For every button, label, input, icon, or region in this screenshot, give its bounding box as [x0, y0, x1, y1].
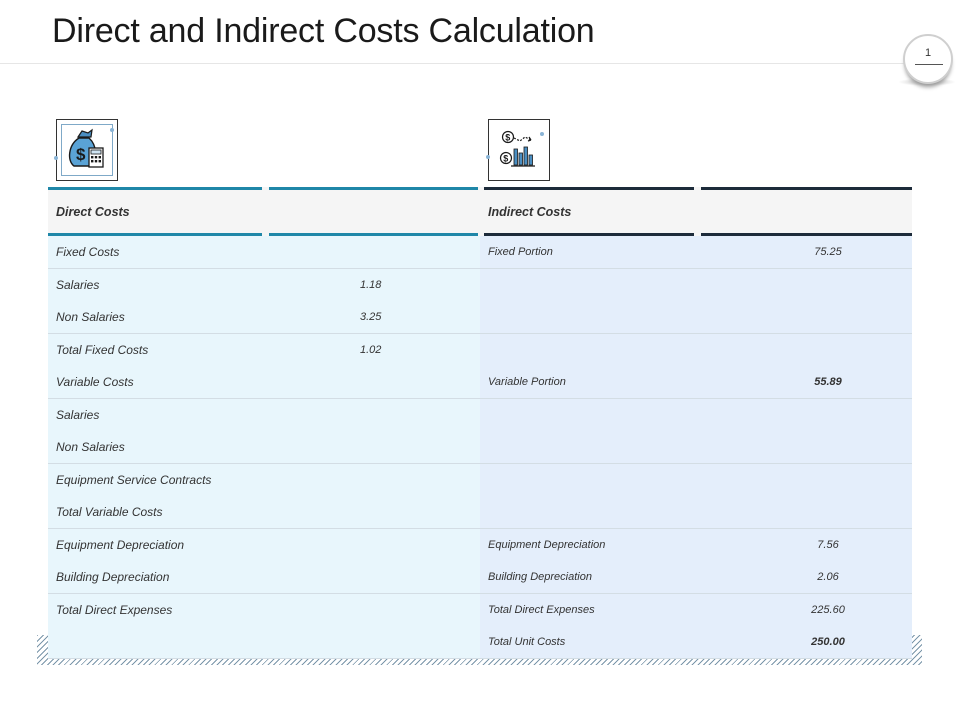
direct-cell [48, 268, 480, 302]
indirect-cell [480, 301, 912, 334]
table-row: Salaries [48, 398, 912, 432]
table-row: Salaries 1.18 [48, 268, 912, 302]
indirect-value: 7.56 [817, 538, 839, 551]
indirect-label: Total Direct Expenses [488, 603, 595, 616]
indirect-cell [480, 398, 912, 432]
indirect-cell [480, 268, 912, 302]
direct-value: 3.25 [360, 311, 382, 323]
direct-value: 1.18 [360, 278, 382, 291]
indirect-cell [480, 528, 912, 562]
direct-cell [48, 398, 480, 432]
table-row: Non Salaries [48, 431, 912, 464]
indirect-cell [480, 431, 912, 464]
indirect-cell [480, 463, 912, 497]
indirect-accent-bar [484, 187, 694, 190]
indirect-accent-bar [701, 233, 912, 236]
indirect-cell [480, 366, 912, 399]
indirect-label: Variable Portion [488, 376, 566, 388]
money-growth-chart-icon: $ $ [499, 130, 535, 167]
indirect-label: Equipment Depreciation [488, 538, 606, 551]
indirect-label: Total Unit Costs [488, 636, 566, 648]
table-row: Total Direct Expenses Total Direct Expens… [48, 593, 912, 627]
direct-label: Total Direct Expenses [56, 602, 173, 617]
direct-label: Variable Costs [56, 375, 134, 389]
indirect-value: 225.60 [811, 603, 845, 616]
table-row: Building Depreciation Building Depreciati… [48, 561, 912, 594]
indirect-cell [480, 626, 912, 659]
direct-label: Salaries [56, 277, 100, 292]
indirect-label: Fixed Portion [488, 246, 553, 258]
direct-cell [48, 431, 480, 464]
direct-accent-bar [48, 233, 262, 236]
money-bag-calculator-icon: $ [68, 128, 104, 168]
direct-label: Non Salaries [56, 440, 125, 454]
decorative-dot [54, 156, 58, 160]
indirect-value: 2.06 [817, 571, 839, 583]
table-row: Variable Costs Variable Portion 55.89 [48, 366, 912, 399]
table-row: Total Variable Costs [48, 496, 912, 529]
slide-number: 1 [924, 47, 932, 59]
direct-label: Equipment Service Contracts [56, 472, 212, 487]
indirect-value: 250.00 [811, 636, 845, 648]
direct-label: Equipment Depreciation [56, 537, 185, 552]
table-row: Equipment Service Contracts [48, 463, 912, 497]
direct-label: Building Depreciation [56, 570, 170, 584]
direct-label: Fixed Costs [56, 245, 120, 259]
direct-label: Total Variable Costs [56, 505, 163, 519]
indirect-label: Building Depreciation [488, 571, 592, 583]
decorative-dot [486, 155, 490, 159]
indirect-value: 55.89 [814, 376, 842, 388]
svg-text:$: $ [505, 133, 510, 143]
indirect-accent-bar [701, 187, 912, 190]
table-header: Direct Costs Indirect Costs [48, 187, 912, 236]
decorative-dot [110, 128, 114, 132]
slide-number-underline [915, 64, 943, 65]
indirect-costs-header: Indirect Costs [488, 205, 572, 219]
slide-number-badge: 1 [903, 34, 953, 84]
direct-label: Salaries [56, 407, 100, 422]
indirect-accent-bar [484, 233, 694, 236]
direct-accent-bar [48, 187, 262, 190]
table-row: Fixed Costs Fixed Portion 75.25 [48, 236, 912, 269]
indirect-costs-icon-box: $ $ [488, 119, 550, 181]
title-divider [0, 63, 905, 64]
icon-box-inner-border [61, 124, 113, 176]
indirect-cell [480, 333, 912, 367]
direct-cell [48, 333, 480, 367]
direct-label: Non Salaries [56, 310, 125, 324]
table-row: Total Unit Costs 250.00 [48, 626, 912, 659]
table-row: Non Salaries 3.25 [48, 301, 912, 334]
decorative-dot [540, 132, 544, 136]
direct-cell [48, 626, 480, 659]
indirect-value: 75.25 [814, 246, 842, 258]
direct-accent-bar [269, 187, 478, 190]
direct-value: 1.02 [360, 343, 382, 356]
direct-label: Total Fixed Costs [56, 342, 149, 357]
direct-cell [48, 496, 480, 529]
svg-text:$: $ [503, 154, 508, 164]
direct-cell [48, 561, 480, 594]
direct-costs-header: Direct Costs [56, 205, 130, 219]
page-title: Direct and Indirect Costs Calculation [52, 12, 595, 50]
svg-text:$: $ [76, 145, 86, 164]
indirect-cell [480, 496, 912, 529]
direct-cell [48, 301, 480, 334]
direct-accent-bar [269, 233, 478, 236]
table-row: Equipment Depreciation Equipment Deprecia… [48, 528, 912, 562]
table-row: Total Fixed Costs 1.02 [48, 333, 912, 367]
direct-costs-icon-box: $ [56, 119, 118, 181]
direct-cell [48, 463, 480, 497]
